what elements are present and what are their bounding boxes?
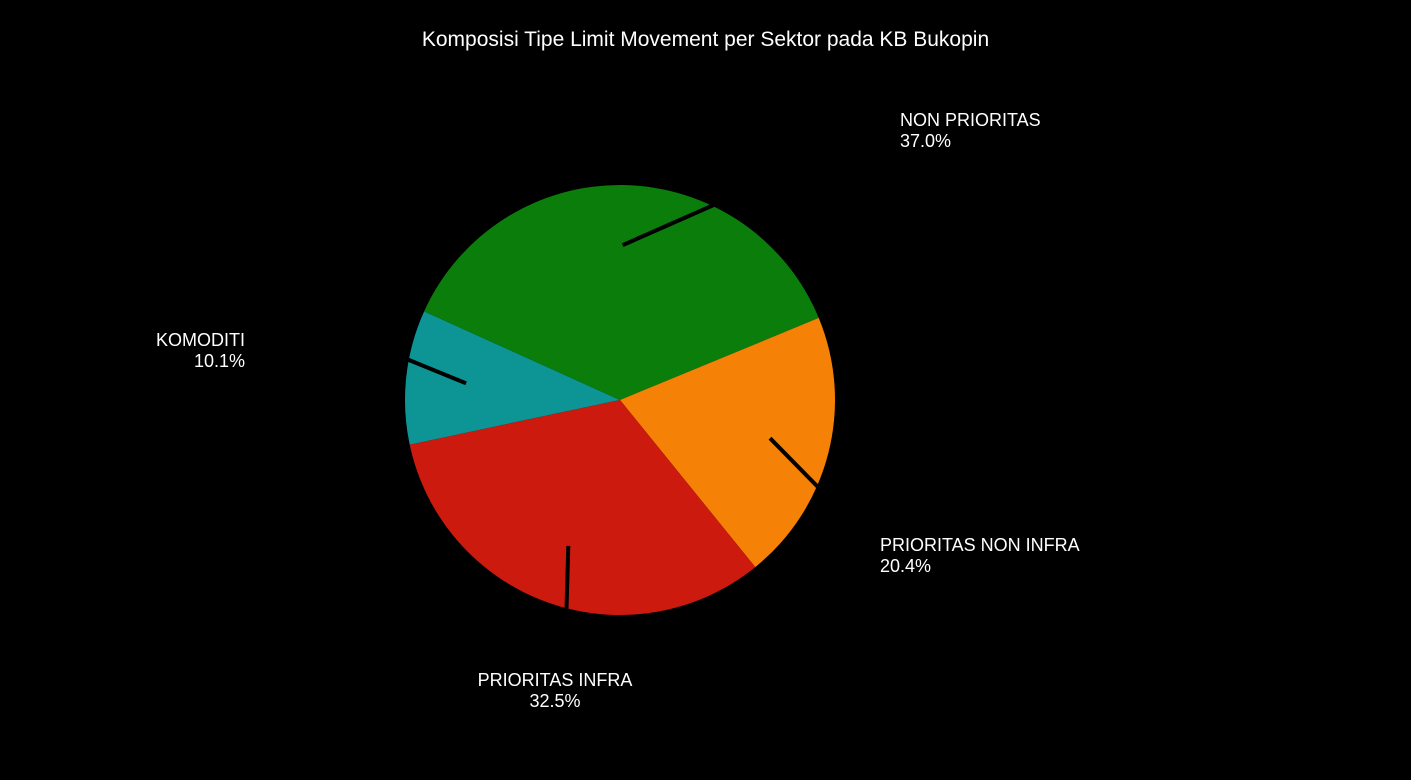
slice-name: PRIORITAS NON INFRA bbox=[880, 535, 1080, 556]
slice-percentage: 32.5% bbox=[478, 691, 633, 712]
slice-percentage: 10.1% bbox=[156, 351, 245, 372]
pie-chart bbox=[0, 0, 1411, 780]
pie-chart-container: Komposisi Tipe Limit Movement per Sektor… bbox=[0, 0, 1411, 780]
slice-percentage: 37.0% bbox=[900, 131, 1041, 152]
slice-label: KOMODITI10.1% bbox=[156, 330, 245, 372]
slice-name: PRIORITAS INFRA bbox=[478, 670, 633, 691]
slice-name: NON PRIORITAS bbox=[900, 110, 1041, 131]
slice-name: KOMODITI bbox=[156, 330, 245, 351]
slice-label: PRIORITAS INFRA32.5% bbox=[478, 670, 633, 712]
slice-label: NON PRIORITAS37.0% bbox=[900, 110, 1041, 152]
slice-percentage: 20.4% bbox=[880, 556, 1080, 577]
slice-label: PRIORITAS NON INFRA20.4% bbox=[880, 535, 1080, 577]
leader-line bbox=[623, 125, 895, 245]
